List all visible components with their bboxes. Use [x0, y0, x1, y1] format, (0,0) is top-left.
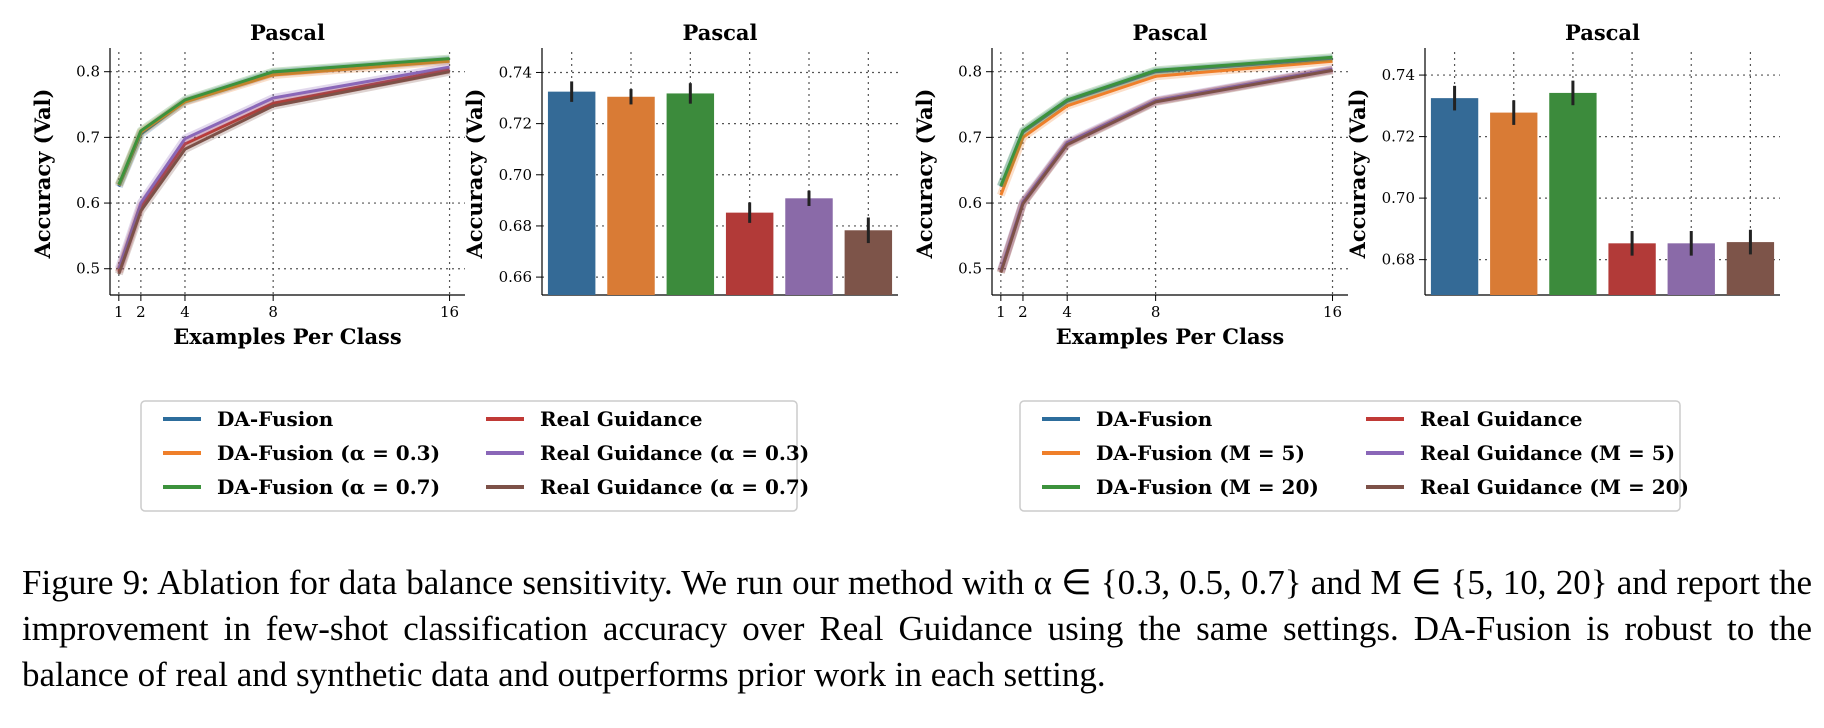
y-tick-label: 0.74 [1382, 66, 1415, 84]
figure-caption: Figure 9: Ablation for data balance sens… [22, 563, 1812, 694]
y-tick-label: 0.8 [76, 63, 100, 81]
y-axis-label: Accuracy (Val) [1345, 89, 1370, 260]
x-tick-label: 4 [180, 303, 190, 321]
y-tick-label: 0.74 [499, 63, 532, 81]
chart-title: Pascal [682, 20, 757, 45]
x-axis-label: Examples Per Class [173, 324, 401, 349]
y-tick-label: 0.5 [76, 260, 100, 278]
y-tick-label: 0.6 [76, 194, 100, 212]
x-axis-label: Examples Per Class [1056, 324, 1284, 349]
legend-frame [1019, 400, 1681, 512]
y-tick-label: 0.70 [1382, 189, 1415, 207]
y-axis-label: Accuracy (Val) [462, 89, 487, 260]
y-tick-label: 0.7 [958, 128, 982, 146]
series-line [999, 55, 1333, 187]
legend-label: Real Guidance (α = 0.3) [540, 441, 809, 465]
series-line [117, 57, 450, 186]
line-chart-m: 0.5 0.6 0.7 0.8 Pascal Accuracy (Val) 1 2 4 8 16 Ex… [912, 20, 1348, 349]
y-tick-label: 0.8 [958, 63, 982, 81]
legend-label: DA-Fusion (M = 5) [1096, 441, 1305, 465]
bar [1490, 112, 1538, 296]
bar [1549, 92, 1597, 295]
y-tick-label: 0.6 [958, 194, 982, 212]
legend-label: DA-Fusion [217, 407, 334, 431]
x-tick-label: 1 [996, 303, 1006, 321]
bar [1430, 98, 1479, 295]
legend-label: Real Guidance (M = 20) [1420, 475, 1689, 499]
series-line [117, 65, 450, 270]
bar-chart-alpha: 0.66 0.68 0.70 0.72 0.74 Pascal Accuracy (Val) [462, 20, 898, 296]
x-tick-label: 16 [1323, 303, 1342, 321]
y-tick-label: 0.68 [499, 217, 532, 235]
legend-label: Real Guidance [1420, 407, 1582, 431]
line-chart-alpha: 0.5 0.6 0.7 0.8 Pascal Accuracy (Val) 1 2 4 8 16 Ex… [30, 20, 465, 349]
bar-chart-m: 0.68 0.70 0.72 0.74 Pascal Accuracy (Val) [1345, 20, 1780, 296]
bar [785, 198, 833, 295]
legend-label: DA-Fusion (α = 0.3) [217, 441, 440, 465]
legend-label: Real Guidance (α = 0.7) [540, 475, 809, 499]
y-axis-label: Accuracy (Val) [912, 89, 937, 260]
series-line [999, 68, 1333, 274]
series-line [117, 70, 450, 275]
series-line [999, 59, 1333, 196]
bar [547, 91, 596, 295]
y-tick-label: 0.70 [499, 166, 532, 184]
chart-title: Pascal [1132, 20, 1207, 45]
y-tick-label: 0.5 [958, 260, 982, 278]
legend-label: Real Guidance (M = 5) [1420, 441, 1675, 465]
chart-title: Pascal [250, 20, 325, 45]
legend-m: DA-Fusion DA-Fusion (M = 5) DA-Fusion (M =… [1019, 400, 1689, 512]
x-tick-label: 4 [1062, 303, 1072, 321]
y-tick-label: 0.68 [1382, 251, 1415, 269]
x-tick-label: 1 [114, 303, 124, 321]
y-tick-label: 0.72 [499, 115, 532, 133]
x-tick-label: 16 [440, 303, 459, 321]
x-tick-label: 8 [268, 303, 278, 321]
x-tick-label: 2 [1018, 303, 1028, 321]
legend-label: DA-Fusion [1096, 407, 1213, 431]
y-tick-label: 0.66 [499, 268, 532, 286]
chart-title: Pascal [1565, 20, 1640, 45]
bar [607, 96, 655, 296]
y-axis-label: Accuracy (Val) [30, 89, 55, 260]
y-tick-label: 0.72 [1382, 128, 1415, 146]
legend-label: DA-Fusion (M = 20) [1096, 475, 1319, 499]
bar [666, 93, 715, 295]
legend-alpha: DA-Fusion DA-Fusion (α = 0.3) DA-Fusion (α… [140, 400, 809, 512]
legend-label: Real Guidance [540, 407, 702, 431]
legend-frame [140, 400, 798, 512]
x-tick-label: 2 [136, 303, 146, 321]
bar [725, 212, 774, 295]
x-tick-label: 8 [1151, 303, 1161, 321]
legend-label: DA-Fusion (α = 0.7) [217, 475, 440, 499]
y-tick-label: 0.7 [76, 128, 100, 146]
